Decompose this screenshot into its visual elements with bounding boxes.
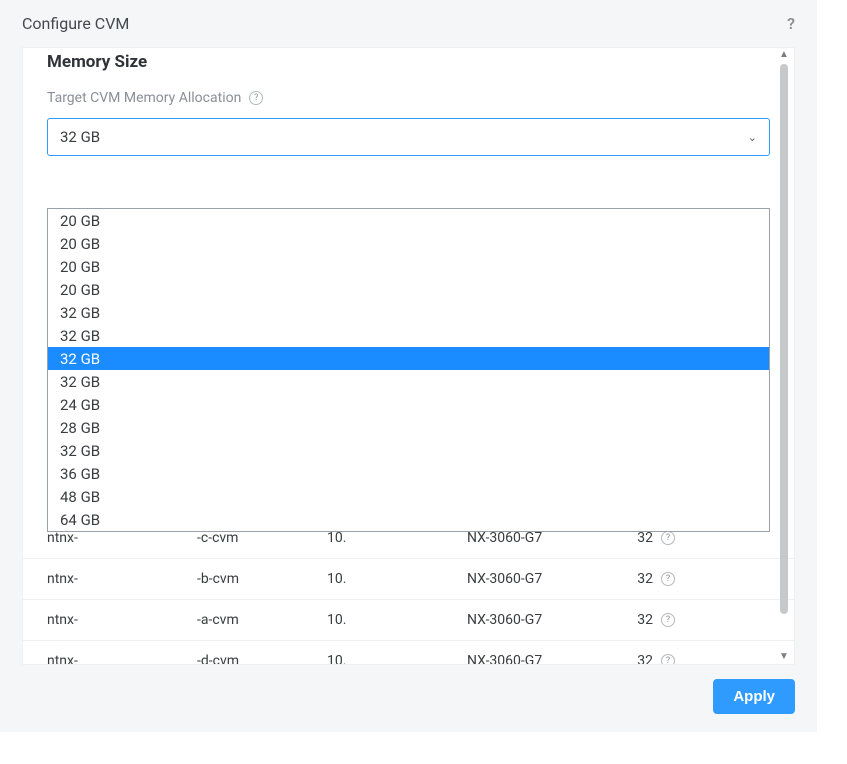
memory-option[interactable]: 20 GB — [48, 232, 769, 255]
info-icon[interactable]: ? — [661, 572, 675, 586]
dialog-footer: Apply — [0, 665, 817, 714]
cvm-suffix: -b-cvm — [197, 571, 327, 587]
info-icon[interactable]: ? — [661, 613, 675, 627]
cvm-ip: 10. — [327, 612, 467, 628]
memory-select[interactable]: 32 GB ⌄ — [47, 118, 770, 156]
field-label: Target CVM Memory Allocation — [47, 90, 241, 106]
section-heading: Memory Size — [47, 52, 770, 72]
cvm-suffix: -c-cvm — [197, 530, 327, 546]
row-info-cell: ? — [653, 613, 683, 627]
memory-option[interactable]: 32 GB — [48, 301, 769, 324]
cvm-prefix: ntnx- — [47, 530, 197, 546]
cvm-ip: 10. — [327, 653, 467, 664]
cvm-memory: 32 — [617, 612, 653, 628]
memory-option[interactable]: 24 GB — [48, 393, 769, 416]
help-icon[interactable]: ? — [787, 14, 795, 33]
info-icon[interactable]: ? — [661, 531, 675, 545]
cvm-suffix: -a-cvm — [197, 612, 327, 628]
apply-button[interactable]: Apply — [713, 679, 795, 714]
cvm-memory: 32 — [617, 571, 653, 587]
row-info-cell: ? — [653, 572, 683, 586]
memory-option[interactable]: 64 GB — [48, 508, 769, 531]
cvm-memory: 32 — [617, 530, 653, 546]
memory-option[interactable]: 32 GB — [48, 324, 769, 347]
row-info-cell: ? — [653, 531, 683, 545]
cvm-prefix: ntnx- — [47, 571, 197, 587]
memory-option[interactable]: 48 GB — [48, 485, 769, 508]
cvm-model: NX-3060-G7 — [467, 571, 617, 587]
memory-size-section: Memory Size Target CVM Memory Allocation… — [23, 52, 794, 106]
scrollbar[interactable]: ▲ ▼ — [778, 50, 790, 662]
cvm-model: NX-3060-G7 — [467, 612, 617, 628]
field-label-row: Target CVM Memory Allocation ? — [47, 90, 770, 106]
cvm-model: NX-3060-G7 — [467, 653, 617, 664]
dialog-header: Configure CVM ? — [0, 0, 817, 47]
row-info-cell: ? — [653, 654, 683, 664]
cvm-model: NX-3060-G7 — [467, 530, 617, 546]
memory-select-value: 32 GB — [60, 128, 100, 146]
info-icon[interactable]: ? — [661, 654, 675, 664]
cvm-prefix: ntnx- — [47, 612, 197, 628]
cvm-ip: 10. — [327, 571, 467, 587]
cvm-suffix: -d-cvm — [197, 653, 327, 664]
memory-option[interactable]: 28 GB — [48, 416, 769, 439]
cvm-prefix: ntnx- — [47, 653, 197, 664]
memory-option[interactable]: 20 GB — [48, 255, 769, 278]
cvm-memory: 32 — [617, 653, 653, 664]
scroll-up-icon[interactable]: ▲ — [779, 50, 789, 60]
memory-option[interactable]: 32 GB — [48, 347, 769, 370]
scroll-region: Memory Size Target CVM Memory Allocation… — [23, 48, 794, 664]
main-panel: Memory Size Target CVM Memory Allocation… — [22, 47, 795, 665]
dialog-title: Configure CVM — [22, 14, 129, 33]
cvm-table: ntnx--c-cvm10.NX-3060-G732?ntnx--b-cvm10… — [23, 526, 794, 664]
table-row[interactable]: ntnx--d-cvm10.NX-3060-G732? — [23, 640, 794, 664]
memory-dropdown[interactable]: 20 GB20 GB20 GB20 GB32 GB32 GB32 GB32 GB… — [47, 208, 770, 532]
table-row[interactable]: ntnx--a-cvm10.NX-3060-G732? — [23, 599, 794, 640]
memory-option[interactable]: 20 GB — [48, 209, 769, 232]
memory-option[interactable]: 32 GB — [48, 439, 769, 462]
info-icon[interactable]: ? — [249, 91, 263, 105]
memory-option[interactable]: 20 GB — [48, 278, 769, 301]
scroll-down-icon[interactable]: ▼ — [779, 652, 789, 662]
scroll-thumb[interactable] — [780, 64, 788, 614]
cvm-ip: 10. — [327, 530, 467, 546]
table-row[interactable]: ntnx--b-cvm10.NX-3060-G732? — [23, 558, 794, 599]
memory-option[interactable]: 36 GB — [48, 462, 769, 485]
chevron-down-icon: ⌄ — [748, 131, 757, 144]
memory-option[interactable]: 32 GB — [48, 370, 769, 393]
dialog-container: Configure CVM ? Memory Size Target CVM M… — [0, 0, 817, 732]
